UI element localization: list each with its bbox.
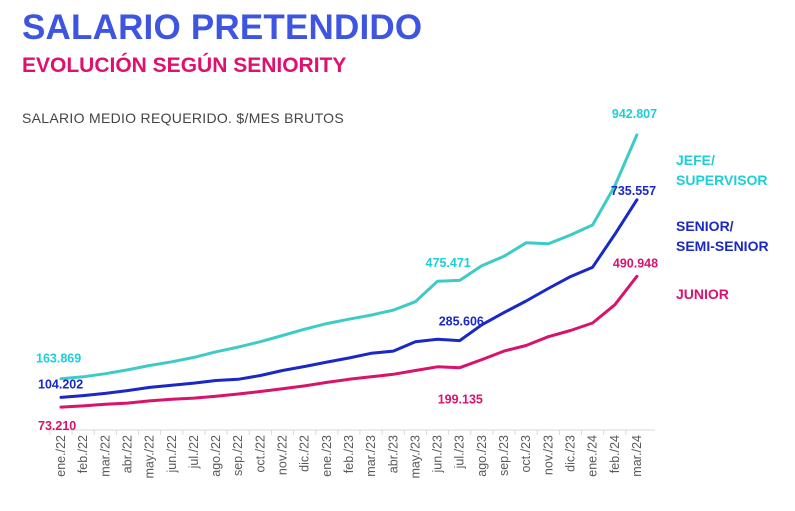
x-tick-label: ago./23 xyxy=(475,435,489,477)
series-name-jefe: JEFE/ xyxy=(676,152,715,168)
x-tick-label: jun./23 xyxy=(431,435,445,474)
page-subtitle: EVOLUCIÓN SEGÚN SENIORITY xyxy=(22,54,347,77)
x-tick-label: nov./23 xyxy=(541,435,555,475)
data-label-jefe: 942.807 xyxy=(612,107,657,121)
x-tick-label: mar./23 xyxy=(364,435,378,477)
x-tick-label: jul./23 xyxy=(453,435,467,469)
page-title: SALARIO PRETENDIDO xyxy=(22,8,423,47)
x-tick-label: ene./23 xyxy=(320,435,334,477)
series-line-junior xyxy=(59,274,639,409)
data-label-junior: 73.210 xyxy=(38,419,76,433)
series-line-senior xyxy=(59,198,639,399)
series-name-senior: SENIOR/ xyxy=(676,218,734,234)
x-tick-label: may./22 xyxy=(143,435,157,479)
x-tick-label: dic./23 xyxy=(563,435,577,472)
x-tick-label: jul./22 xyxy=(187,435,201,469)
x-tick-label: dic./22 xyxy=(298,435,312,472)
x-tick-label: ago./22 xyxy=(209,435,223,477)
data-label-jefe: 475.471 xyxy=(426,256,471,270)
data-label-junior: 199.135 xyxy=(438,393,483,407)
data-label-junior: 490.948 xyxy=(613,256,658,270)
data-label-senior: 735.557 xyxy=(611,184,656,198)
x-tick-label: feb./23 xyxy=(342,435,356,473)
data-label-jefe: 163.869 xyxy=(36,352,81,366)
x-tick-label: oct./23 xyxy=(519,435,533,473)
x-tick-label: mar./22 xyxy=(98,435,112,477)
data-label-senior: 104.202 xyxy=(38,377,83,391)
series-line-jefe xyxy=(59,133,639,381)
x-tick-label: nov./22 xyxy=(276,435,290,475)
x-tick-label: mar./24 xyxy=(630,435,644,477)
x-tick-label: jun./22 xyxy=(165,435,179,474)
x-tick-label: abr./23 xyxy=(386,435,400,473)
series-name-jefe: SUPERVISOR xyxy=(676,172,768,188)
x-tick-label: feb./22 xyxy=(76,435,90,473)
data-label-senior: 285.606 xyxy=(439,315,484,329)
x-tick-label: sep./23 xyxy=(497,435,511,476)
series-name-junior: JUNIOR xyxy=(676,286,729,302)
y-axis-caption: SALARIO MEDIO REQUERIDO. $/MES BRUTOS xyxy=(22,110,345,126)
x-tick-label: abr./22 xyxy=(120,435,134,473)
x-tick-label: sep./22 xyxy=(231,435,245,476)
x-tick-label: ene./22 xyxy=(54,435,68,477)
series-name-senior: SEMI-SENIOR xyxy=(676,238,769,254)
x-tick-label: may./23 xyxy=(408,435,422,479)
x-tick-label: oct./22 xyxy=(253,435,267,473)
x-tick-label: ene./24 xyxy=(586,435,600,477)
x-tick-label: feb./24 xyxy=(608,435,622,473)
